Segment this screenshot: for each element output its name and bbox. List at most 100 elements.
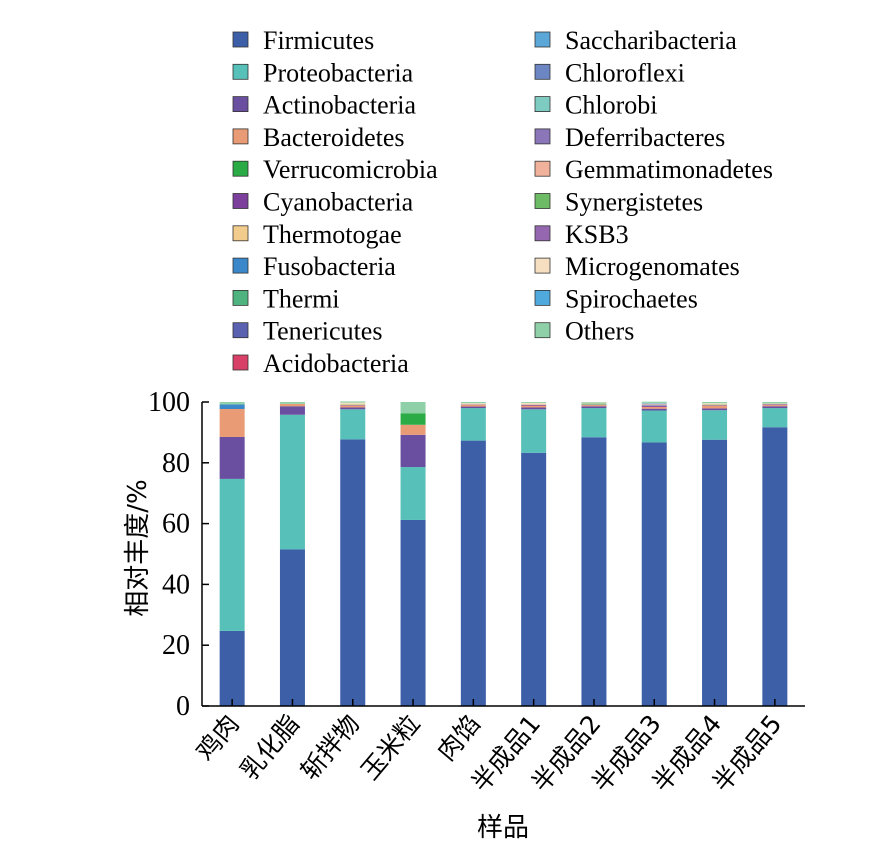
bar-segment: [702, 410, 728, 440]
bar-segment: [460, 408, 486, 441]
legend-label: Others: [565, 317, 634, 346]
legend-label: Chloroflexi: [565, 58, 685, 87]
y-tick-label: 40: [162, 569, 190, 600]
legend-swatch: [534, 322, 551, 339]
bar-segment: [460, 403, 486, 405]
bar-segment: [340, 405, 366, 406]
bar-segment: [219, 402, 245, 405]
legend-label: Tenericutes: [263, 317, 382, 346]
bar-segment: [581, 402, 607, 404]
legend-swatch: [232, 160, 249, 177]
bar-segment: [641, 402, 667, 404]
bar-segment: [762, 408, 788, 428]
bar-segment: [641, 442, 667, 706]
legend-swatch: [534, 63, 551, 80]
bar-segment: [641, 408, 667, 411]
bar-segment: [340, 402, 366, 404]
bar-segment: [219, 404, 245, 409]
bar-segment: [340, 401, 366, 403]
legend-swatch: [534, 160, 551, 177]
legend-swatch: [232, 225, 249, 242]
legend-label: Deferribacteres: [565, 123, 725, 152]
bar-segment: [460, 404, 486, 407]
bar-segment: [340, 407, 366, 410]
x-tick-label: 鸡肉: [190, 709, 244, 766]
legend-label: Thermi: [263, 284, 340, 313]
bar-segment: [702, 404, 728, 406]
bar-segment: [340, 405, 366, 408]
bar-segment: [279, 549, 305, 706]
legend-label: Synergistetes: [565, 188, 703, 217]
bar-segment: [279, 406, 305, 415]
x-tick-label: 玉米粒: [355, 709, 425, 785]
legend-swatch: [534, 289, 551, 306]
legend-label: Bacteroidetes: [263, 123, 405, 152]
y-tick-label: 80: [162, 448, 190, 479]
bar-segment: [581, 403, 607, 405]
legend-swatch: [534, 128, 551, 145]
bar-segment: [521, 402, 547, 405]
legend-label: Actinobacteria: [263, 91, 416, 120]
bar-segment: [641, 405, 667, 407]
legend-swatch: [232, 354, 249, 371]
bar-segment: [762, 406, 788, 409]
bar-segment: [762, 403, 788, 405]
legend-label: Saccharibacteria: [565, 26, 737, 55]
bar-segment: [521, 407, 547, 410]
legend-label: Gemmatimonadetes: [565, 155, 773, 184]
legend-label: Acidobacteria: [263, 349, 409, 378]
legend-label: Proteobacteria: [263, 58, 414, 87]
bar-segment: [219, 630, 245, 706]
legend-label: Firmicutes: [263, 26, 374, 55]
legend-swatch: [232, 96, 249, 112]
bar-segment: [641, 403, 667, 405]
bar-segment: [521, 404, 547, 406]
legend-label: Microgenomates: [565, 252, 740, 281]
bar-segment: [641, 401, 667, 403]
x-tick-label: 肉馅: [432, 709, 486, 766]
legend-swatch: [232, 193, 249, 209]
y-tick-label: 20: [162, 630, 190, 661]
bar-segment: [581, 408, 607, 438]
bar-segment: [400, 467, 426, 520]
bar-segment: [581, 437, 607, 706]
bars: [219, 401, 788, 706]
legend-label: Thermotogae: [263, 220, 402, 249]
y-tick-label: 60: [162, 509, 190, 540]
bar-segment: [460, 406, 486, 409]
bar-segment: [340, 404, 366, 406]
legend-swatch: [534, 257, 551, 274]
bar-segment: [762, 404, 788, 406]
bar-segment: [641, 404, 667, 406]
legend-swatch: [232, 31, 249, 48]
bar-segment: [340, 439, 366, 706]
bar-segment: [279, 403, 305, 407]
bar-segment: [702, 439, 728, 706]
bar-segment: [581, 405, 607, 407]
bar-segment: [460, 440, 486, 706]
legend-label: Spirochaetes: [565, 284, 698, 313]
bar-segment: [279, 414, 305, 550]
bar-segment: [219, 408, 245, 437]
bar-segment: [581, 403, 607, 404]
bar-segment: [702, 405, 728, 409]
bar-segment: [219, 436, 245, 479]
bar-segment: [400, 413, 426, 425]
bar-segment: [400, 424, 426, 435]
bar-segment: [400, 402, 426, 414]
legend-swatch: [232, 257, 249, 274]
bar-segment: [581, 402, 607, 403]
bar-segment: [521, 409, 547, 453]
bar-segment: [762, 405, 788, 407]
legend-swatch: [232, 322, 249, 339]
bar-segment: [460, 402, 486, 404]
bar-segment: [702, 402, 728, 404]
bar-segment: [400, 434, 426, 468]
bar-segment: [702, 408, 728, 411]
legend-swatch: [232, 63, 249, 80]
bar-segment: [521, 404, 547, 405]
bar-segment: [521, 402, 547, 403]
legend-swatch: [232, 289, 249, 306]
legend-swatch: [534, 193, 551, 209]
